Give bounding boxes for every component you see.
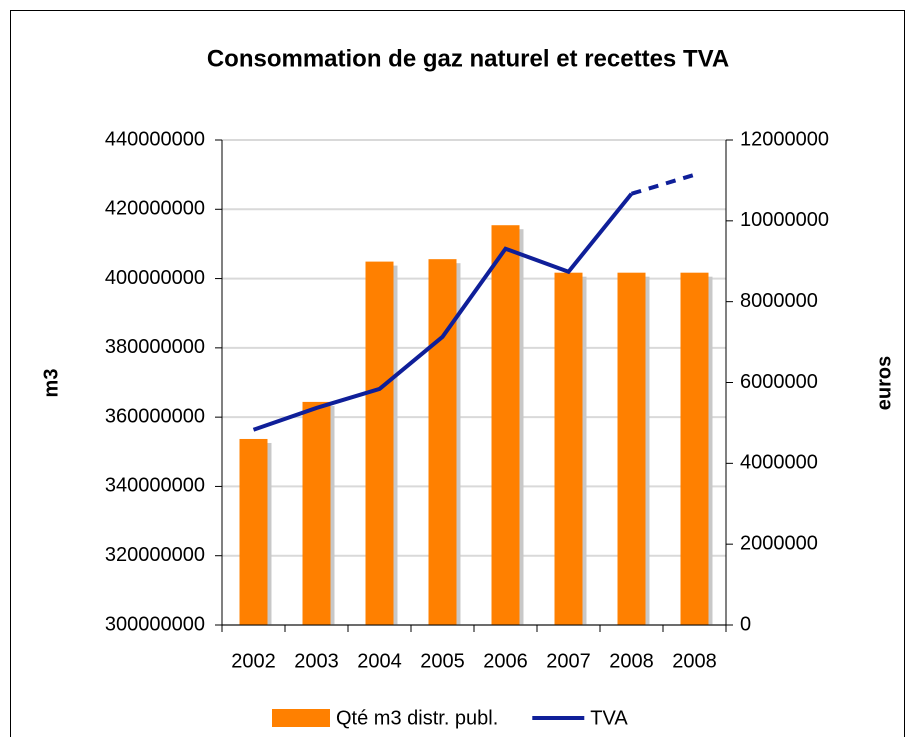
- y-tick-label: 320000000: [105, 544, 205, 566]
- x-tick-label: 2002: [231, 650, 276, 672]
- y-tick-label: 360000000: [105, 405, 205, 427]
- legend-swatch: [272, 709, 330, 727]
- y-tick-label: 400000000: [105, 267, 205, 289]
- y2-axis-label: euros: [873, 356, 895, 410]
- y2-tick-label: 2000000: [740, 532, 818, 554]
- y-tick-label: 440000000: [105, 128, 205, 150]
- bar: [554, 272, 583, 625]
- legend-label: Qté m3 distr. publ.: [336, 707, 498, 729]
- y-axis-label: m3: [40, 369, 62, 398]
- bar: [428, 259, 457, 625]
- x-tick-label: 2003: [294, 650, 339, 672]
- y2-tick-label: 4000000: [740, 452, 818, 474]
- bar: [617, 272, 646, 625]
- chart-title: Consommation de gaz naturel et recettes …: [207, 45, 729, 72]
- x-tick-label: 2005: [420, 650, 465, 672]
- y-tick-label: 420000000: [105, 198, 205, 220]
- line-series: [252, 192, 634, 432]
- bar: [680, 272, 709, 625]
- y2-tick-label: 0: [740, 613, 751, 635]
- x-tick-label: 2007: [546, 650, 591, 672]
- x-tick-label: 2008: [609, 650, 654, 672]
- bar: [239, 438, 268, 625]
- x-tick-label: 2006: [483, 650, 528, 672]
- x-tick-label: 2004: [357, 650, 402, 672]
- bar: [491, 225, 520, 625]
- x-tick-label: 2008: [672, 650, 717, 672]
- y2-tick-label: 10000000: [740, 209, 829, 231]
- bar: [365, 261, 394, 625]
- legend-label: TVA: [590, 707, 628, 729]
- y-tick-label: 340000000: [105, 475, 205, 497]
- y-tick-label: 300000000: [105, 613, 205, 635]
- y2-tick-label: 12000000: [740, 128, 829, 150]
- line-series-dashed: [630, 172, 696, 196]
- y-tick-label: 380000000: [105, 336, 205, 358]
- y2-tick-label: 6000000: [740, 371, 818, 393]
- bar: [302, 401, 331, 625]
- y2-tick-label: 8000000: [740, 290, 818, 312]
